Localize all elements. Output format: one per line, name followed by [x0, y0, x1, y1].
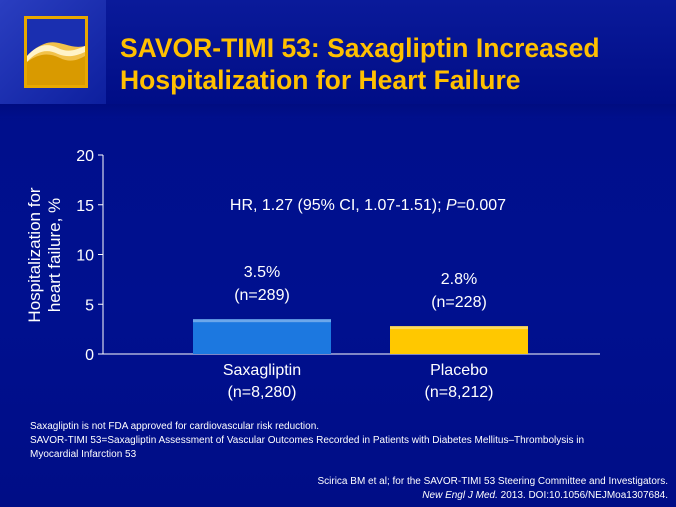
citation-journal: New Engl J Med. [422, 490, 498, 501]
chart-plot-area: 0 5 10 15 20 3.5% (n=289) Saxagliptin (n=8,280) 2… [76, 148, 600, 401]
bar-placebo [390, 326, 528, 354]
y-tick-label: 0 [85, 347, 94, 364]
title-line-1: SAVOR-TIMI 53: Saxagliptin Increased [120, 33, 600, 63]
bar-events-label: (n=228) [431, 294, 487, 311]
footnote-line-3: Myocardial Infarction 53 [30, 449, 137, 460]
bar-highlight [390, 326, 528, 330]
footnote-line-2: SAVOR-TIMI 53=Saxagliptin Assessment of … [30, 435, 585, 446]
x-category-label: Saxagliptin [223, 362, 301, 379]
title-line-2: Hospitalization for Heart Failure [120, 65, 521, 95]
hazard-ratio-annotation: HR, 1.27 (95% CI, 1.07-1.51); P=0.007 [230, 197, 506, 214]
citation-details: 2013. DOI:10.1056/NEJMoa1307684. [497, 490, 668, 501]
footnote-line-1: Saxagliptin is not FDA approved for card… [30, 421, 320, 432]
y-tick-label: 5 [85, 297, 94, 314]
citation-line-2: New Engl J Med. 2013. DOI:10.1056/NEJMoa… [108, 489, 668, 503]
citation-line-1: Scirica BM et al; for the SAVOR-TIMI 53 … [317, 476, 668, 487]
y-tick-label: 15 [76, 198, 94, 215]
bar-saxagliptin [193, 319, 331, 354]
footnotes: Saxagliptin is not FDA approved for card… [30, 420, 670, 462]
citation: Scirica BM et al; for the SAVOR-TIMI 53 … [108, 475, 668, 503]
slide-title: SAVOR-TIMI 53: Saxagliptin Increased Hos… [120, 32, 672, 96]
logo-icon [24, 16, 88, 88]
x-category-n-label: (n=8,212) [425, 384, 494, 401]
slide-header [0, 0, 676, 104]
header-divider [0, 104, 676, 118]
y-tick-label: 20 [76, 148, 94, 165]
y-tick-label: 10 [76, 248, 94, 265]
bar-value-label: 3.5% [244, 264, 280, 281]
y-axis-label-line-1: Hospitalization for [25, 187, 44, 322]
bar-events-label: (n=289) [234, 287, 290, 304]
bar-highlight [193, 319, 331, 323]
y-axis-label-line-2: heart failure, % [45, 198, 64, 312]
x-category-label: Placebo [430, 362, 488, 379]
x-category-n-label: (n=8,280) [228, 384, 297, 401]
p-value: =0.007 [457, 197, 506, 214]
logo-panel [0, 0, 106, 104]
bar-value-label: 2.8% [441, 271, 477, 288]
hr-text: HR, 1.27 (95% CI, 1.07-1.51); [230, 197, 446, 214]
p-label: P [446, 197, 457, 214]
